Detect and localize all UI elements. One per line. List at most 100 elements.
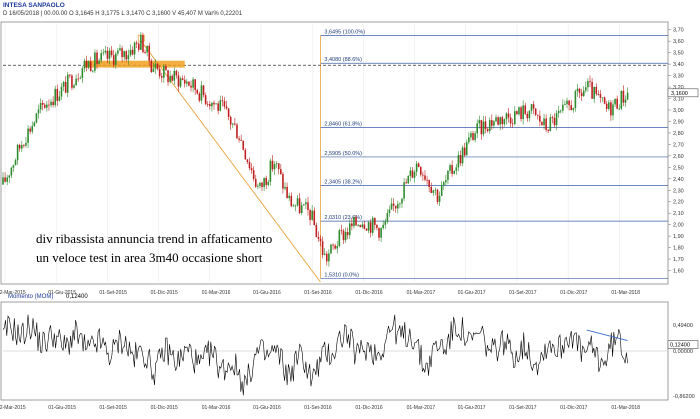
candle-body (501, 117, 504, 125)
candle-body (455, 167, 458, 171)
candle-body (626, 92, 629, 100)
candle-body (445, 180, 447, 183)
candle-body (618, 108, 621, 110)
candle-body (35, 113, 38, 123)
candle-body (622, 90, 625, 103)
candle-body (518, 107, 520, 115)
candle-body (361, 224, 364, 227)
candle-body (196, 89, 199, 94)
candle-body (407, 175, 410, 184)
candle-body (390, 203, 393, 210)
divergence-line (586, 329, 628, 341)
candle-body (438, 195, 441, 202)
candle-body (587, 81, 589, 88)
momentum-y-tick-label: 0,49400 (673, 323, 693, 329)
momentum-x-tick-label: 01-Mar-2018 (611, 405, 640, 411)
candle-body (238, 138, 240, 140)
candle-body (369, 222, 372, 233)
candle-body (399, 203, 401, 205)
candle-body (219, 100, 222, 111)
candle-body (526, 113, 529, 119)
candle-body (547, 129, 550, 131)
candle-body (25, 142, 27, 146)
candle-body (430, 186, 433, 193)
fib-level-label: 2,5905 (50.0%) (324, 151, 362, 157)
momentum-x-tick-label: 01-Set-2015 (99, 405, 127, 411)
candle-body (142, 35, 144, 53)
momentum-title: Momento (MOM) (8, 294, 53, 300)
candle-body (102, 52, 105, 54)
candle-body (171, 75, 174, 81)
price-y-tick-label: 3,20 (673, 85, 684, 91)
candle-body (409, 170, 412, 176)
price-y-tick-label: 3,60 (673, 39, 684, 45)
candle-body (123, 51, 125, 58)
candle-body (244, 149, 247, 160)
price-y-tick-label: 1,80 (673, 246, 684, 252)
fib-level-label: 3,4080 (88.6%) (324, 57, 362, 63)
candle-body (307, 202, 309, 211)
candle-body (50, 101, 52, 106)
candle-body (378, 227, 380, 238)
candle-body (148, 45, 151, 61)
candle-body (62, 81, 65, 87)
candle-body (468, 137, 470, 143)
fib-level-label: 1,5310 (0.0%) (324, 272, 359, 278)
price-y-tick-label: 1,70 (673, 257, 684, 263)
candle-body (16, 144, 19, 161)
candle-body (165, 66, 167, 71)
candle-body (77, 78, 80, 80)
candle-body (64, 81, 67, 93)
candle-body (236, 124, 238, 139)
candle-body (66, 74, 69, 93)
candle-body (167, 70, 169, 83)
price-y-tick-label: 3,30 (673, 74, 684, 80)
momentum-x-tick-label: 01-Mar-2017 (407, 405, 436, 411)
candle-body (495, 117, 497, 122)
candle-body (21, 145, 23, 149)
candle-body (344, 232, 347, 241)
candle-body (325, 253, 328, 262)
candle-body (612, 104, 614, 116)
candle-body (486, 129, 489, 132)
candle-body (14, 160, 17, 166)
candle-body (482, 121, 485, 135)
candle-body (539, 115, 541, 122)
price-y-tick-label: 3,70 (673, 28, 684, 34)
candle-body (572, 108, 575, 111)
candle-body (94, 52, 96, 71)
momentum-x-tick-label: 01-Dic-2017 (560, 405, 587, 411)
candle-body (43, 104, 46, 108)
candle-body (169, 75, 171, 83)
candle-body (257, 185, 259, 187)
candle-body (152, 68, 155, 72)
candle-body (56, 88, 59, 101)
candle-body (493, 121, 495, 126)
momentum-value-label: 0,12400 (670, 343, 690, 349)
candle-body (507, 113, 510, 118)
candle-body (463, 147, 466, 156)
price-x-tick-label: 01-Mar-2017 (407, 290, 436, 296)
candle-body (125, 51, 128, 60)
candle-body (204, 95, 207, 104)
candle-body (213, 102, 215, 105)
candle-body (478, 120, 481, 124)
candle-body (384, 221, 387, 225)
candle-body (106, 50, 109, 59)
candle-body (29, 128, 31, 132)
candle-body (292, 205, 295, 207)
candle-body (405, 182, 407, 184)
candle-body (551, 117, 554, 119)
candle-body (282, 173, 284, 189)
candle-body (254, 178, 257, 187)
price-y-tick-label: 3,50 (673, 51, 684, 57)
candle-body (121, 48, 123, 58)
candle-body (163, 66, 165, 78)
candle-body (374, 217, 376, 225)
candle-body (2, 177, 4, 185)
candle-body (158, 68, 161, 77)
candle-body (267, 181, 270, 185)
candle-body (417, 163, 420, 167)
candle-body (453, 170, 456, 174)
candle-body (336, 245, 339, 249)
